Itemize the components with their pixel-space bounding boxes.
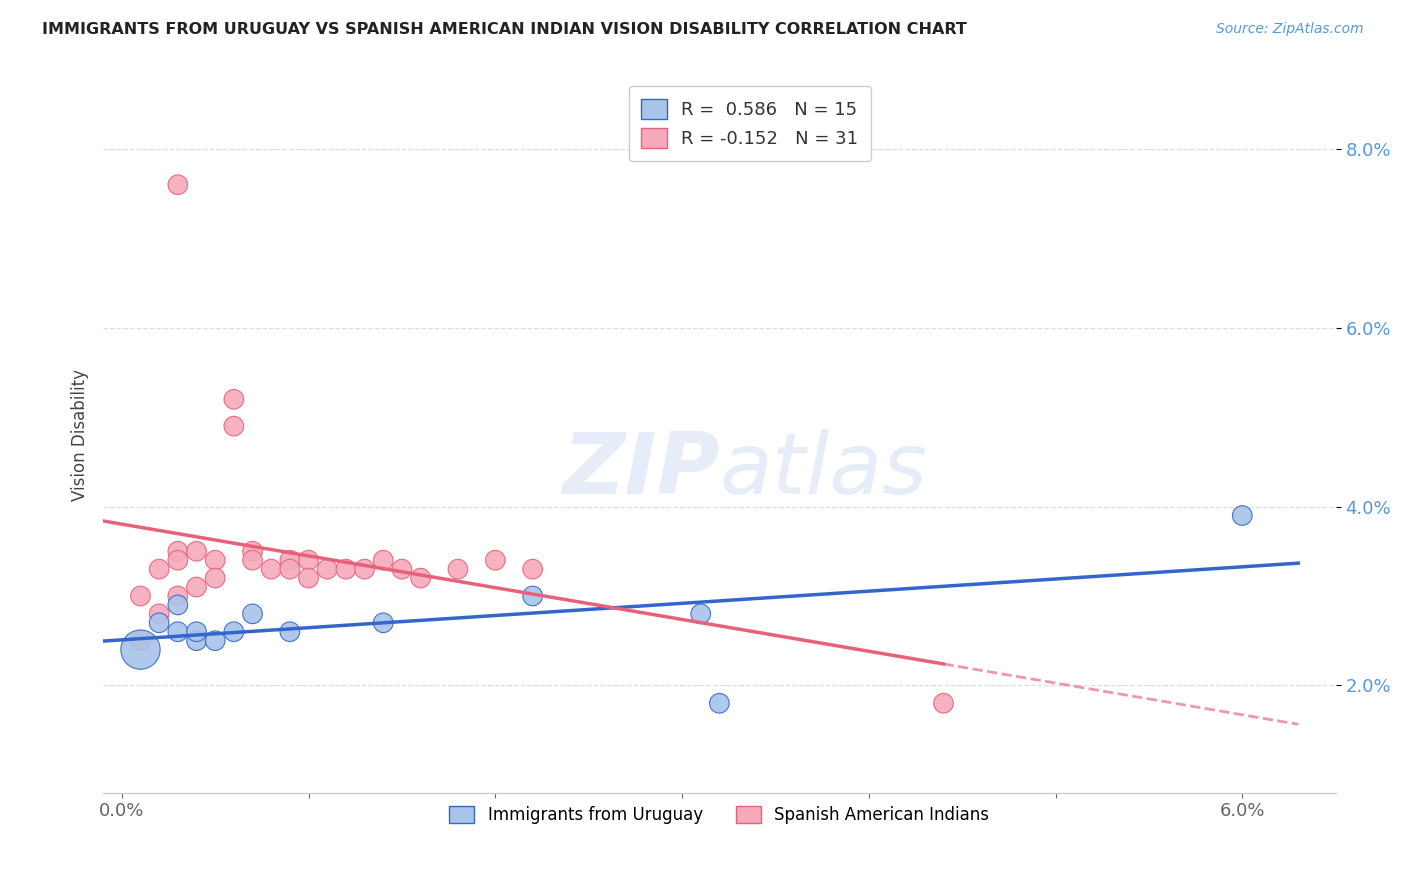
Point <box>222 392 245 407</box>
Point <box>186 624 208 639</box>
Point <box>391 562 413 576</box>
Point <box>242 553 264 567</box>
Point <box>186 580 208 594</box>
Point <box>129 642 152 657</box>
Point <box>447 562 470 576</box>
Point <box>373 615 395 630</box>
Point <box>484 553 506 567</box>
Point <box>522 589 544 603</box>
Point <box>242 544 264 558</box>
Point <box>129 633 152 648</box>
Point <box>297 553 319 567</box>
Point <box>166 553 188 567</box>
Point <box>166 624 188 639</box>
Point <box>522 562 544 576</box>
Point <box>186 633 208 648</box>
Text: ZIP: ZIP <box>562 429 720 512</box>
Point <box>335 562 357 576</box>
Text: Source: ZipAtlas.com: Source: ZipAtlas.com <box>1216 22 1364 37</box>
Point <box>148 607 170 621</box>
Point <box>204 571 226 585</box>
Point <box>373 553 395 567</box>
Point <box>353 562 375 576</box>
Point <box>148 615 170 630</box>
Text: IMMIGRANTS FROM URUGUAY VS SPANISH AMERICAN INDIAN VISION DISABILITY CORRELATION: IMMIGRANTS FROM URUGUAY VS SPANISH AMERI… <box>42 22 967 37</box>
Point <box>242 607 264 621</box>
Point <box>222 419 245 434</box>
Point <box>204 553 226 567</box>
Point <box>129 589 152 603</box>
Y-axis label: Vision Disability: Vision Disability <box>72 369 89 501</box>
Point <box>297 571 319 585</box>
Point <box>166 598 188 612</box>
Point <box>148 562 170 576</box>
Point <box>409 571 432 585</box>
Point <box>166 544 188 558</box>
Point <box>204 633 226 648</box>
Point <box>278 562 301 576</box>
Point <box>166 178 188 192</box>
Point <box>166 589 188 603</box>
Point <box>1232 508 1254 523</box>
Point <box>689 607 711 621</box>
Text: atlas: atlas <box>720 429 928 512</box>
Point <box>709 696 731 710</box>
Point <box>186 544 208 558</box>
Point <box>278 624 301 639</box>
Point <box>278 553 301 567</box>
Point <box>316 562 339 576</box>
Point <box>260 562 283 576</box>
Legend: Immigrants from Uruguay, Spanish American Indians: Immigrants from Uruguay, Spanish America… <box>439 797 1000 834</box>
Point <box>932 696 955 710</box>
Point <box>222 624 245 639</box>
